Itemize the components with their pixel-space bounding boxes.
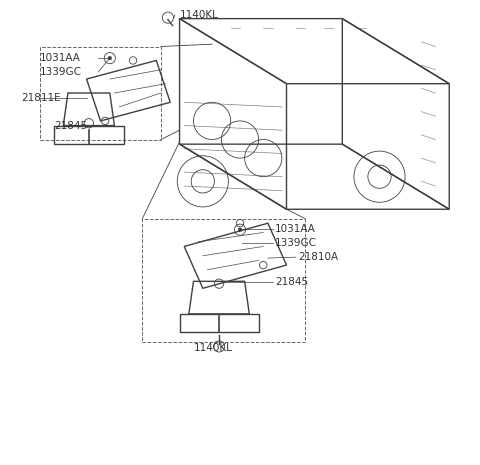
Text: 1031AA: 1031AA xyxy=(275,224,316,234)
Text: 21811E: 21811E xyxy=(22,93,61,103)
Text: 1339GC: 1339GC xyxy=(275,238,317,248)
Text: 21810A: 21810A xyxy=(298,252,338,262)
Text: 1339GC: 1339GC xyxy=(40,67,82,77)
Text: 1140KL: 1140KL xyxy=(193,343,232,353)
Text: 1031AA: 1031AA xyxy=(40,53,81,63)
Bar xyxy=(143,219,305,342)
Bar xyxy=(40,46,161,140)
Circle shape xyxy=(238,228,242,232)
Circle shape xyxy=(108,56,112,60)
Text: 21845: 21845 xyxy=(275,277,308,287)
Text: 21845: 21845 xyxy=(54,120,87,131)
Text: 1140KL: 1140KL xyxy=(180,10,218,20)
